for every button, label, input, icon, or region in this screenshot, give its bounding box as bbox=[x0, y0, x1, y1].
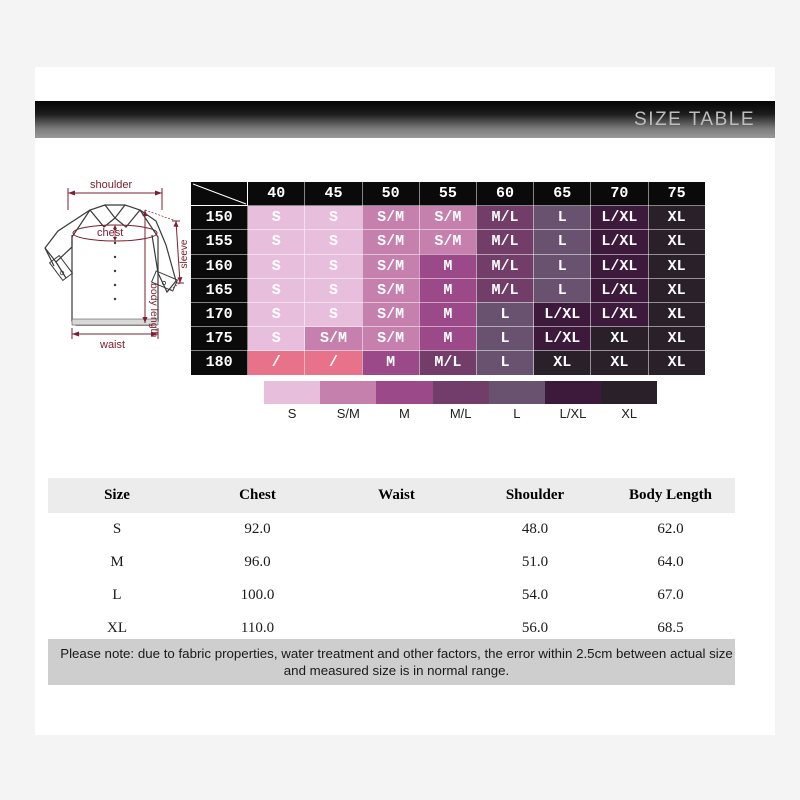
svg-text:shoulder: shoulder bbox=[90, 179, 133, 191]
svg-text:sleeve: sleeve bbox=[179, 239, 190, 268]
svg-text:chest: chest bbox=[97, 227, 123, 239]
svg-text:waist: waist bbox=[99, 339, 125, 350]
